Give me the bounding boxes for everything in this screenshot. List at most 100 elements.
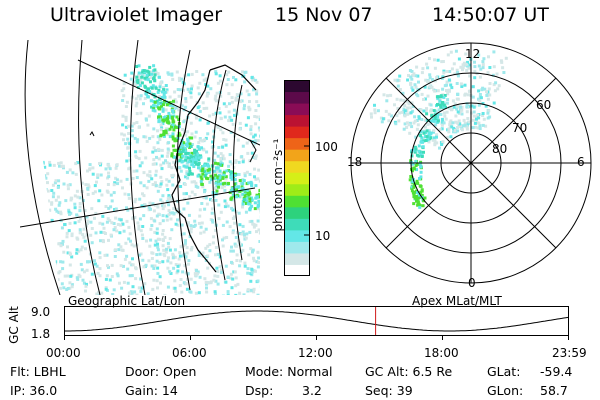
polar-pixel	[449, 83, 453, 87]
polar-pixel	[481, 60, 485, 64]
geo-pixel	[194, 162, 198, 166]
geo-pixel	[230, 260, 233, 264]
geo-pixel	[30, 209, 34, 213]
geo-pixel	[68, 263, 72, 267]
polar-pixel	[444, 117, 448, 121]
geo-pixel	[234, 96, 238, 100]
geo-pixel	[192, 180, 196, 184]
geo-pixel	[65, 231, 69, 235]
geo-pixel	[159, 175, 163, 179]
geo-pixel	[143, 76, 147, 80]
geo-pixel	[118, 231, 122, 235]
geo-pixel	[146, 173, 150, 177]
geo-pixel	[153, 219, 157, 223]
geo-pixel	[62, 250, 66, 254]
geo-pixel	[199, 175, 203, 179]
geo-pixel	[153, 95, 157, 99]
geo-pixel	[78, 228, 82, 232]
geo-pixel	[186, 262, 190, 266]
geo-pixel	[154, 169, 158, 173]
geo-pixel	[28, 200, 32, 204]
geo-pixel	[98, 251, 102, 255]
geo-pixel	[78, 205, 82, 209]
geo-pixel	[176, 264, 180, 268]
colorbar-band	[284, 229, 310, 242]
geo-pixel	[48, 160, 52, 164]
geo-pixel	[181, 148, 185, 152]
seq-info: Seq: 39	[365, 383, 413, 398]
glon-value: 58.7	[540, 383, 568, 398]
geo-pixel	[170, 166, 174, 170]
geo-pixel	[70, 285, 74, 289]
geo-pixel	[256, 201, 260, 205]
geo-pixel	[147, 174, 151, 178]
geo-pixel	[128, 142, 132, 146]
geo-pixel	[216, 154, 220, 158]
polar-pixel	[369, 112, 373, 116]
geo-pixel	[255, 100, 259, 104]
geo-pixel	[224, 138, 228, 142]
polar-pixel	[395, 114, 399, 118]
geo-pixel	[161, 118, 165, 122]
geo-pixel	[106, 183, 110, 186]
geo-pixel	[250, 196, 253, 200]
geo-pixel	[217, 164, 221, 168]
geo-pixel	[104, 277, 108, 281]
geo-pixel	[150, 105, 154, 109]
geo-pixel	[249, 132, 253, 136]
geo-pixel	[231, 187, 234, 191]
geo-pixel	[167, 194, 171, 198]
geo-pixel	[144, 263, 148, 267]
geo-pixel	[100, 291, 104, 295]
geo-pixel	[147, 179, 151, 183]
polar-pixel	[460, 108, 464, 112]
geo-pixel	[177, 118, 181, 121]
geo-pixel	[209, 174, 213, 178]
geo-pixel	[173, 139, 177, 143]
geo-pixel	[127, 225, 131, 229]
geo-pixel	[256, 293, 260, 295]
geo-pixel	[147, 259, 151, 263]
geo-pixel	[243, 174, 247, 178]
geo-pixel	[213, 274, 217, 278]
geo-pixel	[117, 243, 121, 247]
polar-pixel	[414, 85, 418, 89]
polar-pixel	[410, 189, 414, 193]
polar-pixel	[420, 136, 424, 140]
geo-pixel	[150, 86, 154, 90]
geo-pixel	[94, 231, 98, 235]
polar-pixel	[432, 116, 436, 120]
geo-pixel	[201, 251, 205, 255]
geo-pixel	[167, 72, 171, 76]
geo-pixel	[204, 77, 208, 81]
geo-pixel	[39, 237, 43, 241]
polar-pixel	[402, 127, 406, 131]
geo-pixel	[97, 199, 101, 203]
polar-pixel	[428, 73, 432, 77]
geo-pixel	[164, 250, 168, 254]
geo-pixel	[160, 167, 164, 171]
polar-pixel	[464, 92, 468, 96]
geo-pixel	[174, 100, 178, 104]
geo-pixel	[115, 163, 119, 167]
geo-pixel	[189, 230, 193, 234]
geo-pixel	[233, 174, 237, 178]
polar-pixel	[432, 129, 436, 133]
geo-pixel	[150, 224, 154, 227]
geo-pixel	[99, 173, 103, 177]
geo-pixel	[190, 245, 194, 249]
geo-pixel	[181, 154, 185, 158]
geo-pixel	[228, 160, 232, 164]
geo-pixel	[142, 214, 146, 218]
polar-pixel	[402, 110, 406, 114]
polar-pixel	[461, 63, 465, 67]
geo-pixel	[24, 241, 27, 244]
polar-pixel	[415, 199, 418, 203]
polar-pixel	[435, 76, 439, 80]
geo-pixel	[216, 274, 220, 278]
geo-pixel	[213, 292, 217, 295]
geo-pixel	[169, 261, 173, 265]
geo-pixel	[256, 219, 260, 223]
geo-pixel	[210, 219, 214, 222]
polar-pixel	[448, 120, 452, 124]
